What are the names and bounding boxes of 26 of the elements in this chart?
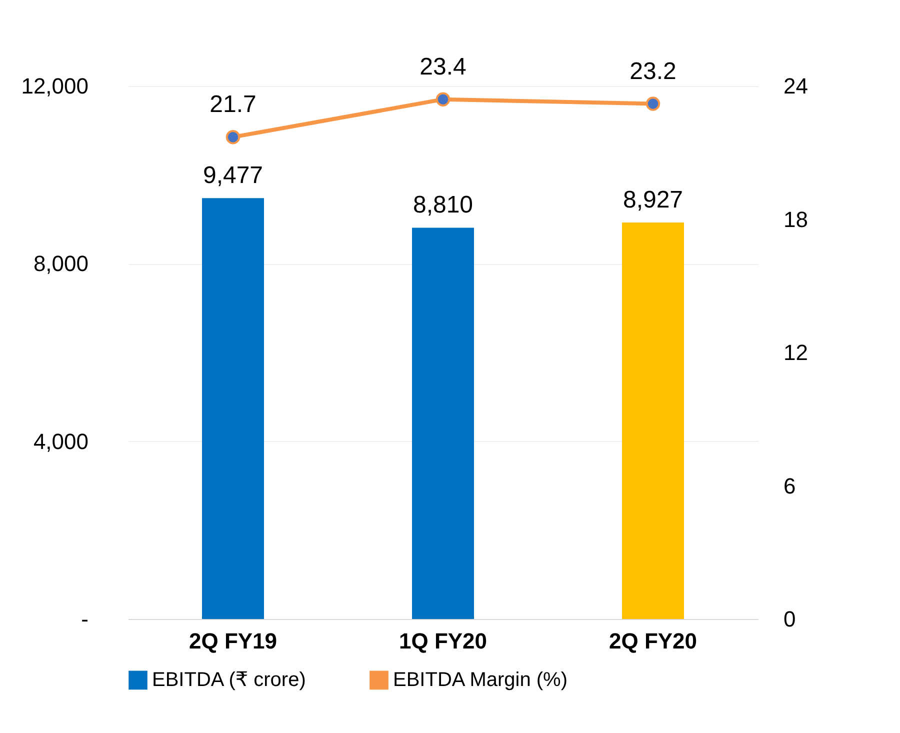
- y2-tick-label: 6: [784, 473, 796, 498]
- point: [646, 96, 660, 111]
- bar: [412, 228, 474, 619]
- legend-label: EBITDA (₹ crore): [152, 669, 306, 692]
- point: [436, 92, 450, 106]
- data-label: 21.7: [210, 91, 256, 118]
- y2-tick-label: 0: [784, 606, 796, 632]
- y-tick-label: -: [81, 606, 88, 632]
- data-label: 8,927: [622, 186, 684, 214]
- y2-tick-label: 24: [784, 74, 808, 98]
- y-tick-label: 12,000: [21, 74, 88, 98]
- y-tick-label: 4,000: [33, 428, 88, 454]
- data-label: 23.2: [630, 58, 676, 85]
- bar: [622, 222, 684, 619]
- y-tick-label: 8,000: [33, 251, 88, 276]
- data-label: 8,810: [412, 192, 474, 219]
- y2-tick-label: 18: [784, 206, 808, 232]
- data-label: 23.4: [420, 53, 466, 80]
- y2-tick-label: 12: [784, 340, 808, 365]
- data-label: 9,477: [202, 162, 264, 190]
- legend-label: EBITDA Margin (%): [393, 669, 568, 692]
- x-tick-label: 2Q FY20: [608, 628, 698, 654]
- x-tick-label: 2Q FY19: [188, 628, 278, 654]
- x-tick-label: 1Q FY20: [398, 628, 488, 654]
- bar: [202, 198, 264, 619]
- point: [226, 130, 240, 144]
